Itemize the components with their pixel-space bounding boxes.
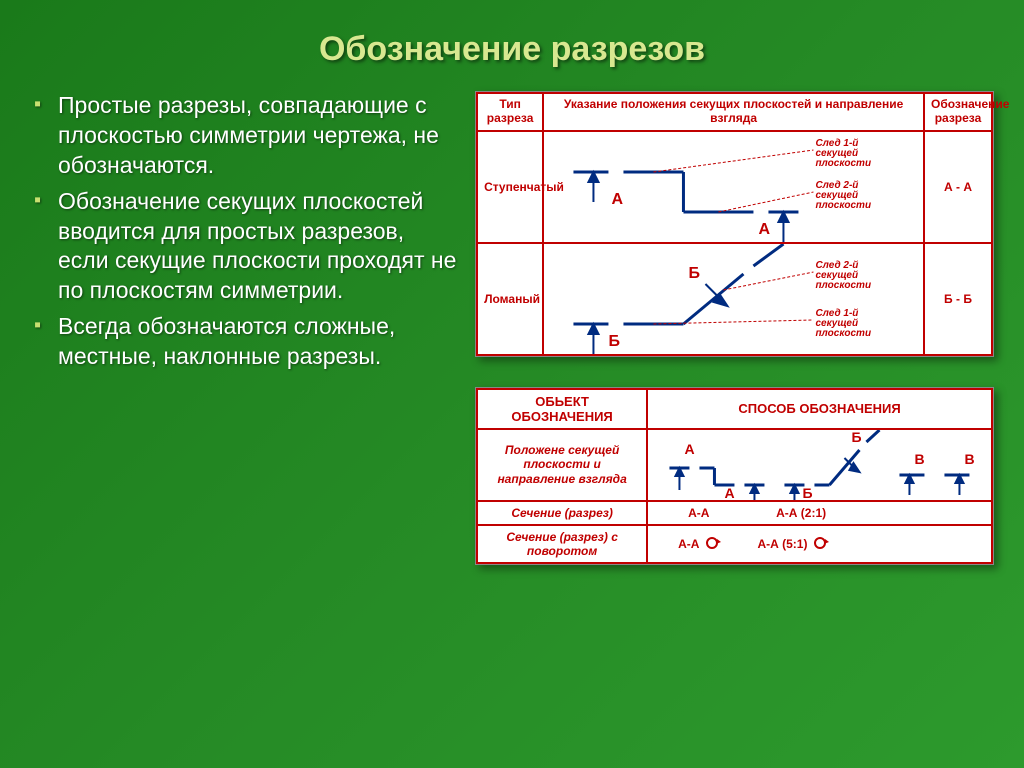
svg-text:Б: Б [852,430,862,445]
p2-r3-values: А-А А-А (5:1) [647,525,992,563]
bullet-list: Простые разрезы, совпадающие с плоскость… [30,91,459,372]
p2-r2-v1: А-А [688,506,709,520]
p1-hdr-type: Тип разреза [477,93,543,131]
svg-text:плоскости: плоскости [816,328,872,339]
p2-hdr-method: СПОСОБ ОБОЗНАЧЕНИЯ [647,389,992,429]
content-row: Простые разрезы, совпадающие с плоскость… [30,91,994,565]
p1-hdr-mid: Указание положения секущих плоскостей и … [543,93,924,131]
p2-r3-v1: А-А [678,537,699,551]
slide: Обозначение разрезов Простые разрезы, со… [0,0,1024,768]
svg-text:плоскости: плоскости [816,158,872,169]
rotation-icon [703,536,721,550]
svg-text:А: А [685,441,695,457]
svg-text:Б: Б [803,485,813,500]
svg-text:плоскости: плоскости [816,280,872,291]
bullet-item: Простые разрезы, совпадающие с плоскость… [30,91,459,181]
p1-r1-type: Ступенчатый [477,131,543,243]
svg-text:А: А [759,221,771,238]
diagram-column: Тип разреза Указание положения секущих п… [475,91,994,565]
p1-r2-type: Ломаный [477,243,543,355]
p2-r1-diagram: А А [647,429,992,501]
p2-r2-values: А-А А-А (2:1) [647,501,992,525]
svg-text:В: В [965,451,975,467]
svg-text:А: А [612,191,624,208]
p1-r2-diagram: Б Б След 2-й секущей плоскости След 1-й [543,243,924,355]
svg-text:В: В [915,451,925,467]
p2-hdr-obj: ОБЬЕКТ ОБОЗНАЧЕНИЯ [477,389,647,429]
svg-text:Б: Б [609,333,621,350]
bullet-item: Обозначение секущих плоскостей вводится … [30,187,459,307]
p2-r3-label: Сечение (разрез) с поворотом [477,525,647,563]
panel-notation-methods: ОБЬЕКТ ОБОЗНАЧЕНИЯ СПОСОБ ОБОЗНАЧЕНИЯ По… [475,387,994,565]
rotation-icon [811,536,829,550]
p1-r1-diagram: А А След 1-й секущей плоскости [543,131,924,243]
p1-r1-des: А - А [924,131,992,243]
svg-text:плоскости: плоскости [816,200,872,211]
bullet-item: Всегда обозначаются сложные, местные, на… [30,312,459,372]
slide-title: Обозначение разрезов [30,30,994,69]
p2-r3-v2: А-А (5:1) [757,537,807,551]
p1-hdr-des: Обозначение разреза [924,93,992,131]
p2-r2-label: Сечение (разрез) [477,501,647,525]
svg-text:А: А [725,485,735,500]
p2-r1-label: Положене секущей плоскости и направление… [477,429,647,501]
p1-r2-des: Б - Б [924,243,992,355]
bullet-column: Простые разрезы, совпадающие с плоскость… [30,91,459,565]
p2-r2-v2: А-А (2:1) [776,506,826,520]
panel-cut-types: Тип разреза Указание положения секущих п… [475,91,994,357]
svg-text:Б: Б [689,265,701,282]
